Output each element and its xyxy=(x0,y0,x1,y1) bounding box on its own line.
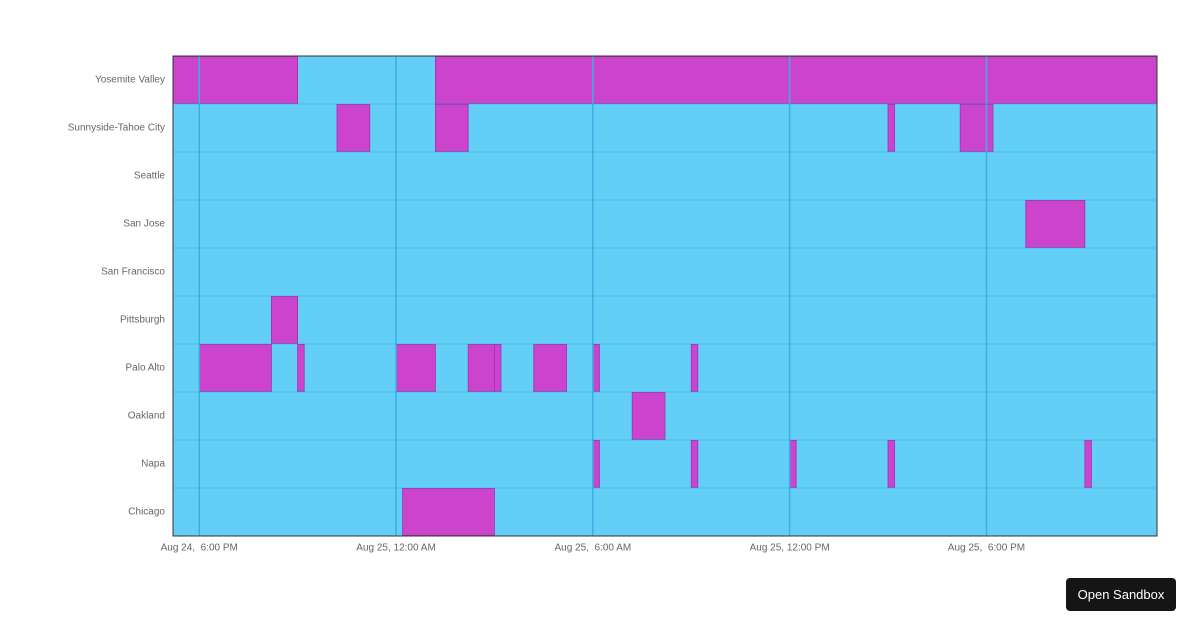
span xyxy=(270,296,299,344)
span xyxy=(592,440,600,488)
span xyxy=(592,344,600,392)
y-tick-label: Napa xyxy=(141,459,165,470)
y-tick-label: Oakland xyxy=(128,411,165,422)
span xyxy=(887,104,895,152)
x-tick-label: Aug 25, 12:00 PM xyxy=(750,543,830,554)
span xyxy=(690,344,699,392)
span xyxy=(198,344,272,392)
span xyxy=(631,392,666,440)
span xyxy=(297,344,305,392)
y-tick-label: Chicago xyxy=(128,507,165,518)
span xyxy=(336,104,371,152)
span xyxy=(1084,440,1092,488)
x-tick-label: Aug 25, 6:00 AM xyxy=(554,543,631,554)
span xyxy=(533,344,567,392)
y-tick-label: San Jose xyxy=(123,219,165,230)
span xyxy=(395,344,436,392)
span xyxy=(690,440,699,488)
y-tick-label: Pittsburgh xyxy=(120,315,165,326)
x-tick-label: Aug 25, 6:00 PM xyxy=(948,543,1025,554)
y-tick-label: Palo Alto xyxy=(126,363,166,374)
span xyxy=(402,488,495,536)
span xyxy=(434,104,469,152)
span xyxy=(959,104,994,152)
span xyxy=(434,56,1158,104)
x-tick-label: Aug 24, 6:00 PM xyxy=(161,543,238,554)
span xyxy=(887,440,895,488)
span xyxy=(1025,200,1086,248)
span xyxy=(467,344,495,392)
y-tick-label: Seattle xyxy=(134,171,166,182)
span xyxy=(494,344,502,392)
y-tick-label: San Francisco xyxy=(101,267,165,278)
y-tick-label: Sunnyside-Tahoe City xyxy=(68,123,165,134)
open-sandbox-button[interactable]: Open Sandbox xyxy=(1066,578,1176,611)
y-tick-label: Yosemite Valley xyxy=(95,75,165,86)
span xyxy=(789,440,797,488)
plot-border xyxy=(172,55,1158,537)
x-tick-label: Aug 25, 12:00 AM xyxy=(356,543,436,554)
span xyxy=(172,56,299,104)
